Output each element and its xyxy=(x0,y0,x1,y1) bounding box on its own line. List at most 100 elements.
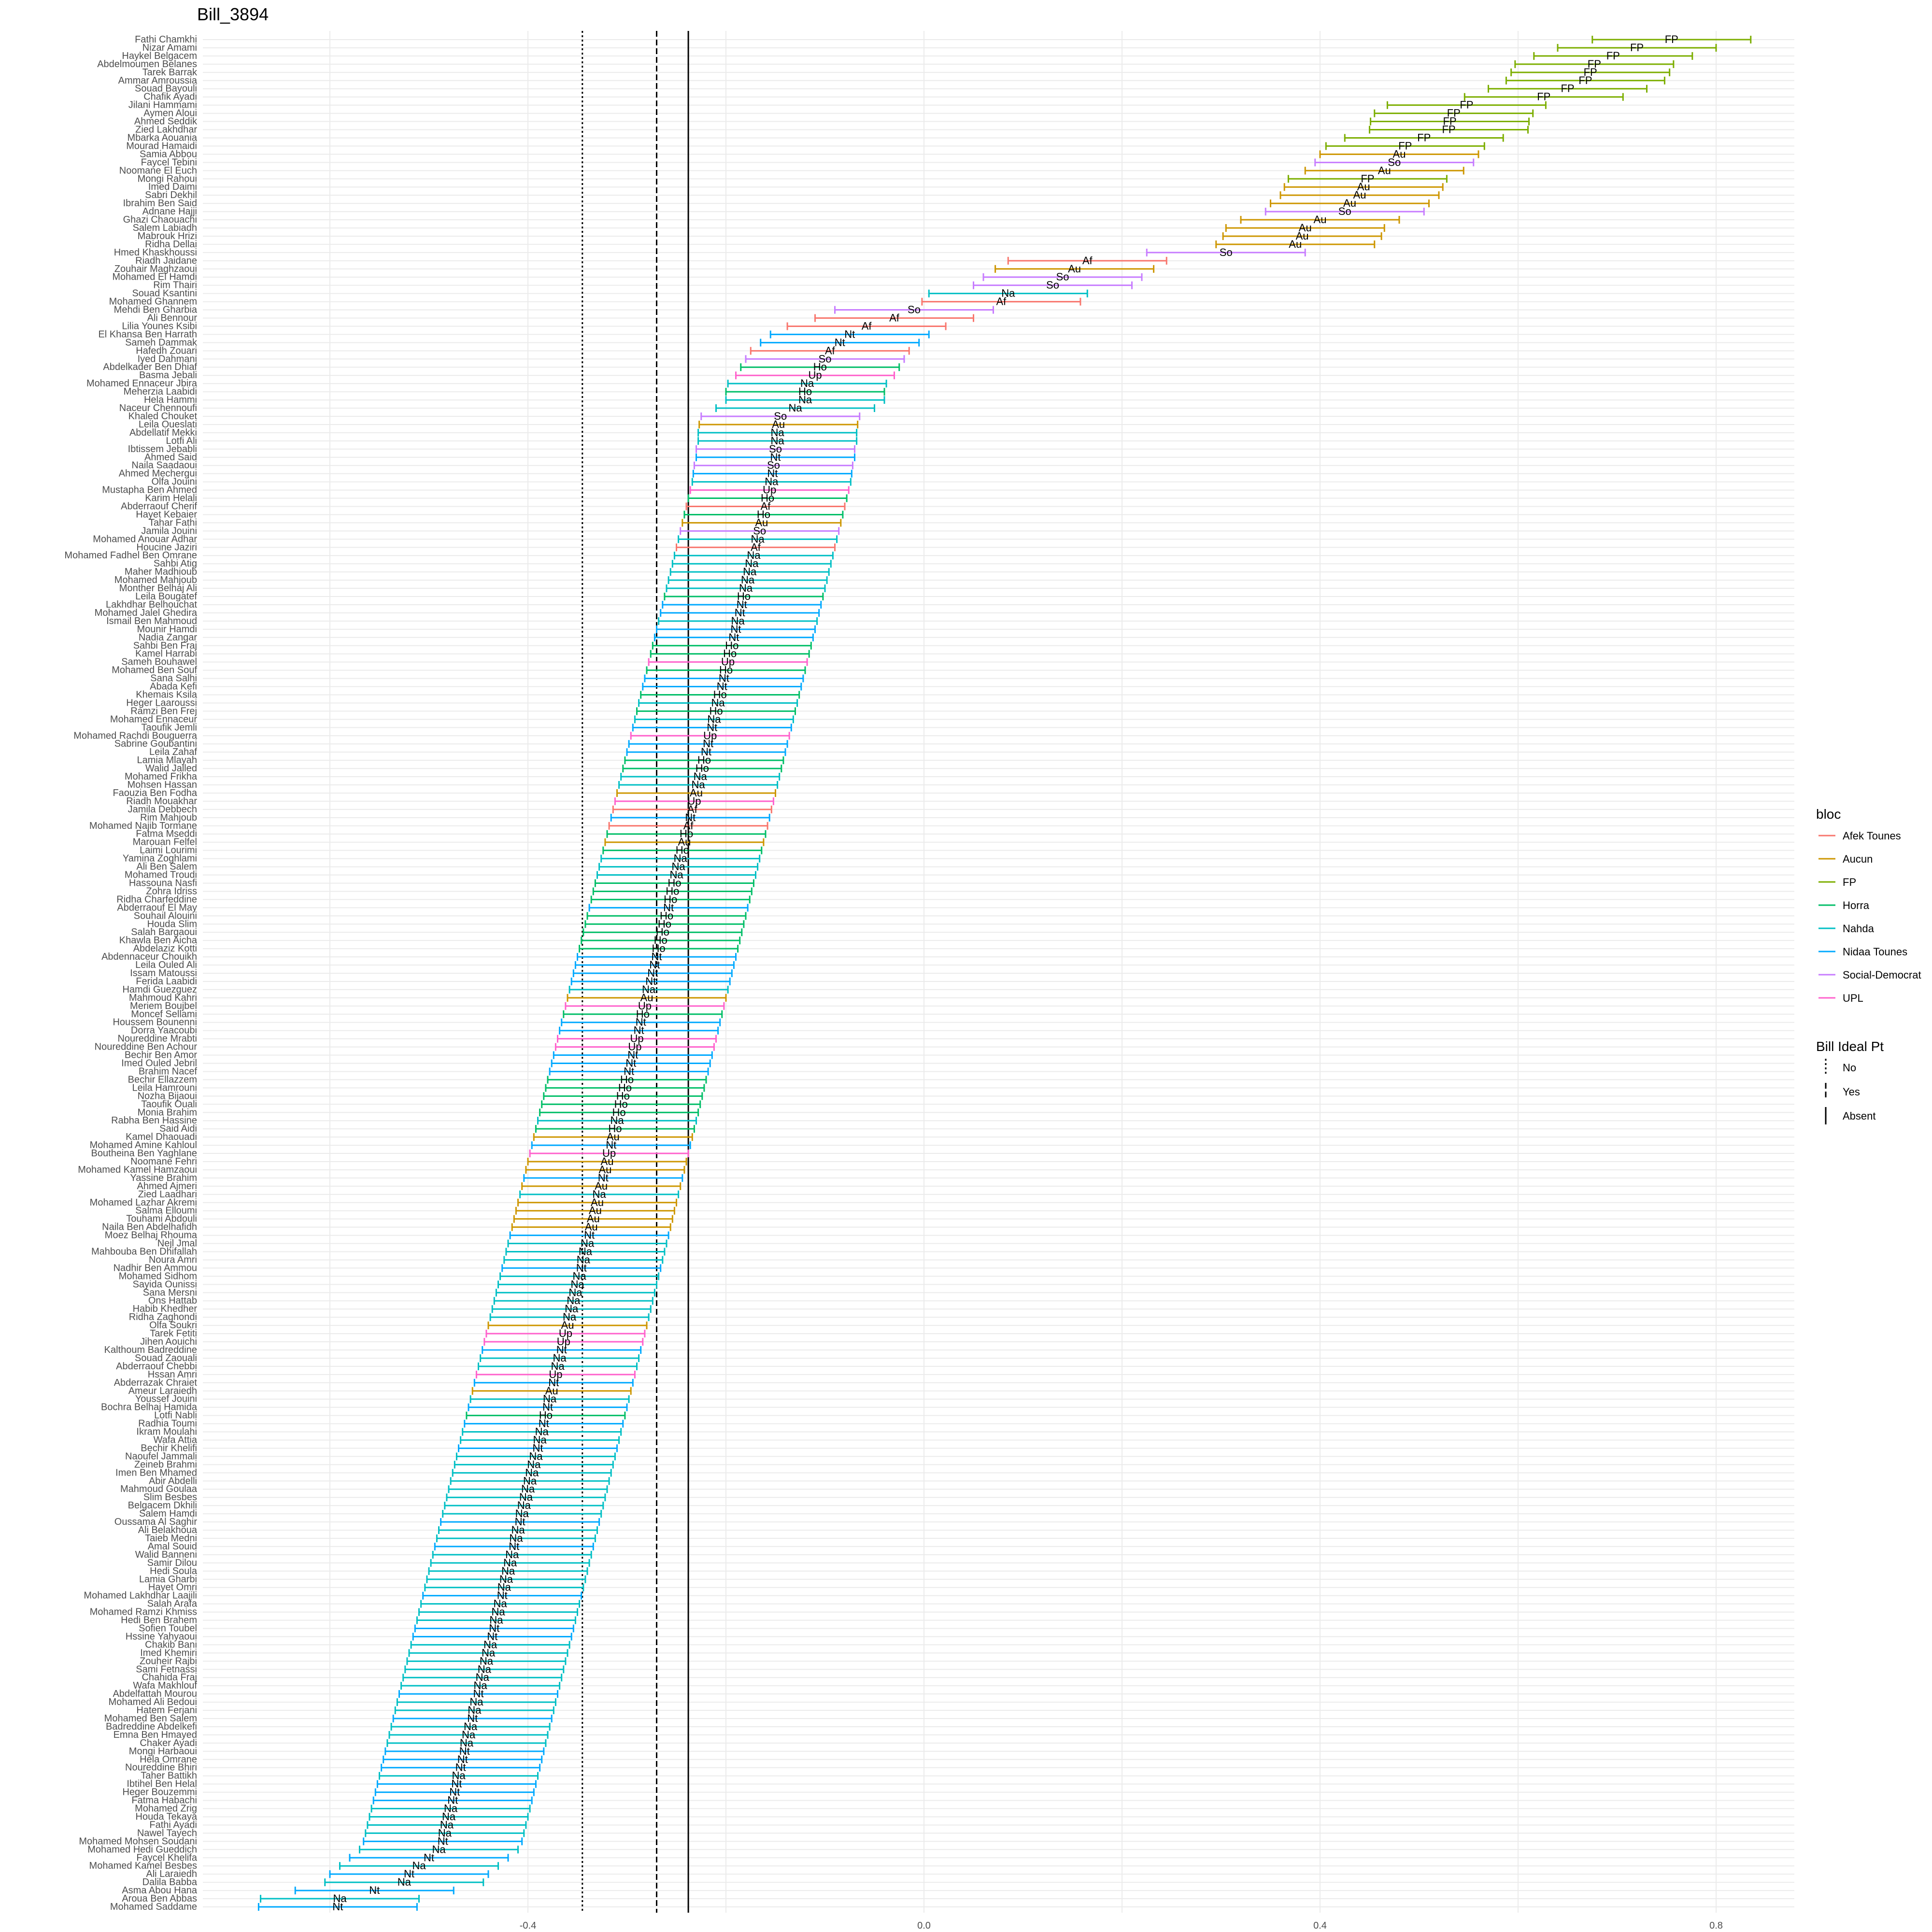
member-name-label: Habib Khedher xyxy=(133,1304,198,1314)
member-mark: Ho xyxy=(740,361,900,373)
point-label: Up xyxy=(703,729,717,741)
member-name-label: Mohamed Ennaceur Jbira xyxy=(86,378,198,389)
point-label: Na xyxy=(525,1466,539,1478)
point-label: Na xyxy=(474,1679,488,1691)
member-mark: Na xyxy=(436,1532,596,1544)
member-mark: Nt xyxy=(696,451,855,463)
point-label: Up xyxy=(557,1335,570,1348)
member-name-label: Naoufel Jammali xyxy=(125,1451,197,1462)
member-name-label: Fathi Chamkhi xyxy=(135,34,197,45)
member-name-label: Belgacem Dkhili xyxy=(128,1500,197,1511)
bill-ideal-lines xyxy=(582,31,689,1913)
point-label: Nt xyxy=(606,1139,616,1151)
member-name-label: Sami Fetnassi xyxy=(136,1664,197,1675)
member-mark: Na xyxy=(450,1475,610,1487)
member-name-label: Mohamed Lazhar Akremi xyxy=(90,1197,197,1208)
member-name-label: Hayet Omri xyxy=(148,1582,197,1593)
member-mark: So xyxy=(696,443,855,455)
member-mark: Na xyxy=(469,1393,630,1405)
member-mark: Ho xyxy=(563,1008,723,1020)
member-mark: Nt xyxy=(561,1016,721,1028)
point-label: Na xyxy=(533,1434,547,1446)
member-mark: Na xyxy=(669,566,830,578)
member-mark: Na xyxy=(454,1458,614,1470)
member-mark: Au xyxy=(1215,238,1376,250)
point-label: Nt xyxy=(497,1590,508,1602)
member-mark: Nt xyxy=(412,1630,572,1642)
member-name-label: Riadh Mouakhar xyxy=(126,796,197,807)
point-label: FP xyxy=(1398,140,1412,152)
member-mark: Ho xyxy=(541,1098,701,1110)
member-mark: Na xyxy=(432,1548,592,1561)
member-name-label: Zohra Idriss xyxy=(146,886,197,896)
member-mark: Au xyxy=(1270,197,1430,209)
member-mark: Au xyxy=(525,1164,685,1176)
member-name-label: Rim Thairi xyxy=(153,280,197,291)
member-mark: Na xyxy=(497,1278,657,1290)
member-name-label: Mohamed Jalel Ghedira xyxy=(95,608,198,618)
member-mark: Na xyxy=(537,1114,697,1126)
member-mark: Ho xyxy=(640,688,800,700)
point-label: Na xyxy=(519,1491,533,1503)
member-mark: Ho xyxy=(466,1409,626,1421)
point-label: Ho xyxy=(664,893,677,905)
point-label: So xyxy=(753,525,766,537)
point-label: Au xyxy=(545,1385,558,1397)
member-mark: Nt xyxy=(257,1901,418,1913)
member-name-label: Mbarka Aouania xyxy=(127,132,197,143)
member-mark: Af xyxy=(786,320,947,332)
member-mark: Ho xyxy=(539,1106,699,1118)
x-tick-label: -0.4 xyxy=(520,1920,536,1931)
member-name-label: Zouhair Maghzaoui xyxy=(114,264,197,274)
member-name-label: Maher Madhioub xyxy=(125,567,197,577)
point-label: Na xyxy=(798,394,812,406)
member-mark: Au xyxy=(1240,213,1400,226)
member-name-label: Sabrine Goubantini xyxy=(114,739,197,749)
point-label: Na xyxy=(800,377,814,389)
member-mark: Au xyxy=(682,516,842,528)
member-mark: Na xyxy=(428,1565,588,1577)
member-mark: Au xyxy=(533,1131,693,1143)
point-label: Na xyxy=(563,1311,577,1323)
member-name-label: Zied Lakhdhar xyxy=(135,125,197,135)
point-label: Au xyxy=(1343,197,1356,209)
member-mark: Na xyxy=(928,287,1088,299)
point-label: FP xyxy=(1460,99,1473,111)
member-mark: Nt xyxy=(588,901,749,913)
member-name-label: Ammar Amroussia xyxy=(118,75,198,86)
point-label: Af xyxy=(751,541,761,553)
member-name-label: Salah Bargaoui xyxy=(131,927,197,938)
point-label: Up xyxy=(549,1368,562,1380)
member-mark: Up xyxy=(483,1335,644,1348)
member-name-label: Abderrazak Chraiet xyxy=(114,1378,198,1388)
member-mark: Nt xyxy=(553,1049,713,1061)
member-name-label: Chahida Fraj xyxy=(142,1672,197,1683)
member-name-label: Samia Abbou xyxy=(140,149,197,159)
member-mark: Nt xyxy=(551,1057,711,1069)
member-name-label: Leila Hamrouni xyxy=(132,1082,197,1093)
member-name-label: Abdennaceur Chouikh xyxy=(101,952,197,962)
member-name-label: Mohamed Ennaceur xyxy=(110,714,197,724)
member-mark: Ho xyxy=(606,828,767,840)
member-name-label: Mustapha Ben Ahmed xyxy=(102,485,197,496)
point-label: Af xyxy=(996,296,1007,308)
member-mark: Na xyxy=(446,1491,606,1503)
member-mark: Nt xyxy=(376,1778,537,1790)
member-mark: Nt xyxy=(329,1868,489,1880)
point-label: Af xyxy=(687,803,698,815)
point-label: Ho xyxy=(612,1106,626,1118)
member-mark: Ho xyxy=(547,1073,707,1085)
point-label: Au xyxy=(561,1319,574,1331)
member-mark: Ho xyxy=(535,1122,695,1135)
member-name-label: Hafedh Zouari xyxy=(136,345,197,356)
member-mark: Na xyxy=(489,1311,650,1323)
point-label: Up xyxy=(630,1033,643,1045)
member-name-label: Badreddine Abdelkefi xyxy=(106,1721,197,1732)
member-name-label: Faycel Khelifa xyxy=(136,1852,197,1863)
member-mark: Nt xyxy=(434,1540,594,1552)
member-name-label: Adnane Hajji xyxy=(142,206,197,217)
legend: bloc Bill Ideal Pt Afek Tounes Aucun FP Hor… xyxy=(1816,807,1921,1124)
legend-label-ideal: Yes xyxy=(1843,1086,1860,1098)
member-mark: Na xyxy=(369,1810,529,1822)
point-label: So xyxy=(774,410,787,422)
